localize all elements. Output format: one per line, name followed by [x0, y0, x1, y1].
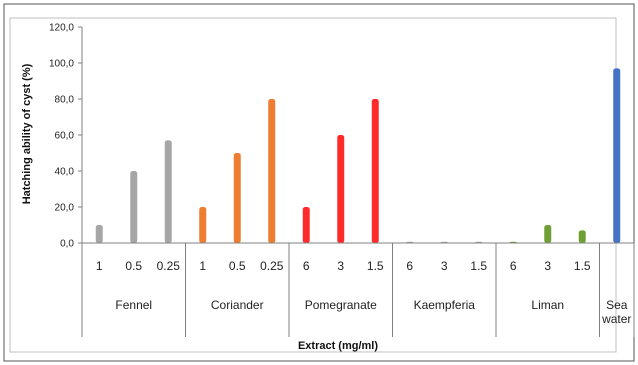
- group-label: Coriander: [211, 298, 264, 312]
- bar: [544, 225, 552, 243]
- bar: [337, 135, 345, 243]
- y-tick-label: 80,0: [55, 95, 75, 106]
- x-tick-label: 1.5: [367, 259, 384, 273]
- bar: [95, 225, 103, 243]
- bar: [613, 68, 621, 244]
- x-tick-label: 6: [303, 259, 310, 273]
- bars: [95, 68, 621, 244]
- x-axis: 1 0.5 0.25 Fennel 1 0.5 0.25 Coriander 6 3 1.5 Pome…: [81, 242, 635, 337]
- x-tick-label: 0.5: [229, 259, 246, 273]
- y-tick-label: 100,0: [49, 59, 74, 70]
- x-tick-label: 0.25: [260, 259, 284, 273]
- x-tick-label: 0.5: [125, 259, 142, 273]
- bar: [130, 171, 138, 243]
- bar: [268, 99, 276, 243]
- x-tick-label: 0.25: [157, 259, 181, 273]
- x-tick-label: 3: [441, 259, 448, 273]
- x-tick-label: 6: [510, 259, 517, 273]
- y-tick-label: 60,0: [55, 131, 75, 142]
- x-tick-label: 3: [544, 259, 551, 273]
- y-axis: 0,0 20,0 40,0 60,0 80,0 100,0 120,0: [49, 23, 83, 250]
- x-tick-label: 1: [96, 259, 103, 273]
- x-tick-label: 3: [337, 259, 344, 273]
- group-label-line: water: [601, 312, 631, 326]
- x-tick-label: 1.5: [470, 259, 487, 273]
- y-axis-title: Hatching ability of cyst (%): [21, 63, 33, 204]
- bar: [578, 230, 586, 243]
- group-label-line: Sea: [606, 298, 628, 312]
- x-axis-title: Extract (mg/ml): [298, 340, 378, 352]
- bar: [233, 153, 241, 243]
- group-label: Fennel: [115, 298, 152, 312]
- group-label: Pomegranate: [305, 298, 377, 312]
- group-label: Kaempferia: [414, 298, 476, 312]
- group-label: Liman: [531, 298, 564, 312]
- x-tick-label: 1.5: [574, 259, 591, 273]
- y-tick-label: 120,0: [49, 23, 74, 34]
- bar: [371, 99, 379, 243]
- bar: [199, 207, 207, 243]
- bar: [302, 207, 310, 243]
- y-tick-label: 0,0: [60, 239, 74, 250]
- y-tick-label: 20,0: [55, 203, 75, 214]
- x-tick-label: 6: [406, 259, 413, 273]
- x-tick-label: 1: [199, 259, 206, 273]
- y-tick-label: 40,0: [55, 167, 75, 178]
- bar: [164, 140, 172, 243]
- plot-panel: [9, 17, 617, 353]
